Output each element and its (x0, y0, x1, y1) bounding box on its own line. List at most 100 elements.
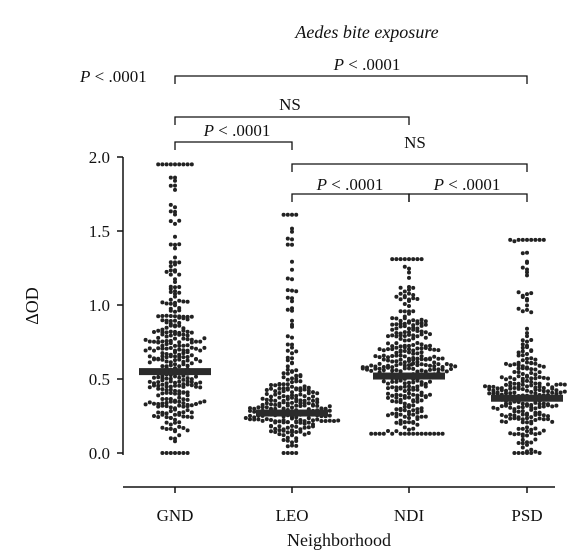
data-point-psd (525, 384, 529, 389)
data-point-ndi (377, 366, 382, 371)
data-point-psd (525, 429, 529, 434)
data-point-leo (285, 387, 290, 392)
data-point-leo (319, 406, 324, 411)
data-point-ndi (411, 293, 416, 297)
data-point-gnd (181, 451, 186, 455)
data-point-gnd (173, 412, 177, 417)
data-point-leo (273, 389, 278, 394)
data-point-leo (285, 403, 290, 408)
data-point-leo (273, 420, 278, 425)
data-point-gnd (147, 379, 152, 384)
data-point-gnd (152, 348, 156, 353)
data-point-ndi (419, 342, 424, 347)
data-point-gnd (173, 221, 177, 226)
data-point-psd (516, 370, 521, 375)
data-point-leo (306, 385, 311, 390)
data-point-psd (525, 307, 529, 312)
data-point-ndi (394, 414, 399, 419)
data-point-gnd (173, 303, 177, 308)
data-point-gnd (177, 323, 182, 328)
data-point-leo (260, 418, 265, 423)
data-point-leo (273, 383, 278, 388)
data-point-psd (525, 420, 529, 425)
data-point-ndi (415, 431, 420, 436)
data-point-gnd (181, 404, 186, 409)
data-point-ndi (407, 257, 411, 262)
data-point-psd (537, 388, 542, 392)
data-point-leo (298, 420, 303, 425)
data-point-gnd (185, 333, 190, 338)
significance-brackets: P < .0001 NS P < .0001 NS P < .0001 P < .0001… (79, 55, 528, 202)
data-point-gnd (189, 340, 194, 345)
data-point-psd (525, 270, 529, 275)
data-point-leo (315, 400, 320, 405)
significance-label: P < .0001 (333, 55, 401, 74)
data-point-gnd (173, 354, 177, 359)
data-point-leo (336, 418, 341, 423)
data-point-ndi (402, 264, 407, 269)
data-point-gnd (143, 348, 148, 353)
data-point-leo (315, 391, 320, 396)
data-point-psd (504, 403, 508, 408)
data-point-gnd (185, 343, 190, 348)
data-point-gnd (173, 255, 177, 260)
data-point-gnd (156, 335, 161, 340)
data-point-gnd (168, 319, 173, 323)
data-point-leo (311, 424, 315, 429)
data-point-psd (525, 260, 529, 265)
data-point-leo (290, 390, 294, 395)
data-point-gnd (173, 374, 177, 379)
data-point-gnd (160, 387, 165, 392)
data-point-ndi (390, 411, 395, 416)
data-point-psd (504, 361, 508, 366)
data-point-ndi (381, 379, 386, 384)
data-point-ndi (423, 395, 428, 400)
data-point-psd (516, 426, 521, 431)
data-point-gnd (168, 175, 173, 180)
data-point-leo (311, 418, 315, 423)
data-point-ndi (419, 406, 424, 411)
data-point-leo (248, 406, 252, 411)
data-point-ndi (428, 363, 432, 368)
data-point-psd (520, 451, 525, 455)
data-point-leo (311, 403, 315, 408)
data-point-ndi (390, 399, 395, 404)
data-point-ndi (423, 414, 428, 419)
data-point-gnd (168, 162, 173, 167)
data-point-ndi (402, 404, 407, 409)
data-point-ndi (402, 414, 407, 419)
data-point-gnd (198, 385, 203, 390)
data-point-gnd (173, 336, 177, 341)
data-point-ndi (415, 422, 420, 427)
data-point-ndi (411, 257, 416, 262)
data-point-psd (516, 306, 521, 311)
data-point-leo (327, 418, 332, 423)
data-point-ndi (402, 324, 407, 329)
data-point-gnd (181, 410, 186, 415)
data-point-ndi (428, 332, 432, 337)
data-point-psd (525, 292, 529, 297)
data-point-gnd (177, 340, 182, 345)
data-point-gnd (173, 380, 177, 385)
data-point-gnd (164, 384, 169, 389)
data-point-gnd (164, 342, 169, 347)
data-point-gnd (164, 397, 169, 401)
data-point-psd (495, 406, 500, 411)
data-point-ndi (390, 354, 395, 358)
data-point-ndi (428, 431, 432, 436)
data-point-leo (277, 382, 282, 387)
data-point-leo (260, 405, 265, 410)
data-point-gnd (156, 328, 161, 333)
data-point-gnd (164, 404, 169, 409)
data-point-psd (533, 237, 538, 242)
data-point-gnd (185, 317, 190, 322)
data-point-psd (546, 382, 550, 387)
significance-bracket (291, 163, 528, 172)
data-point-leo (277, 428, 282, 433)
data-point-psd (520, 353, 525, 358)
data-point-psd (516, 416, 521, 421)
data-point-gnd (185, 162, 190, 167)
data-point-leo (302, 384, 307, 389)
data-point-gnd (177, 420, 182, 425)
data-point-gnd (168, 409, 173, 414)
